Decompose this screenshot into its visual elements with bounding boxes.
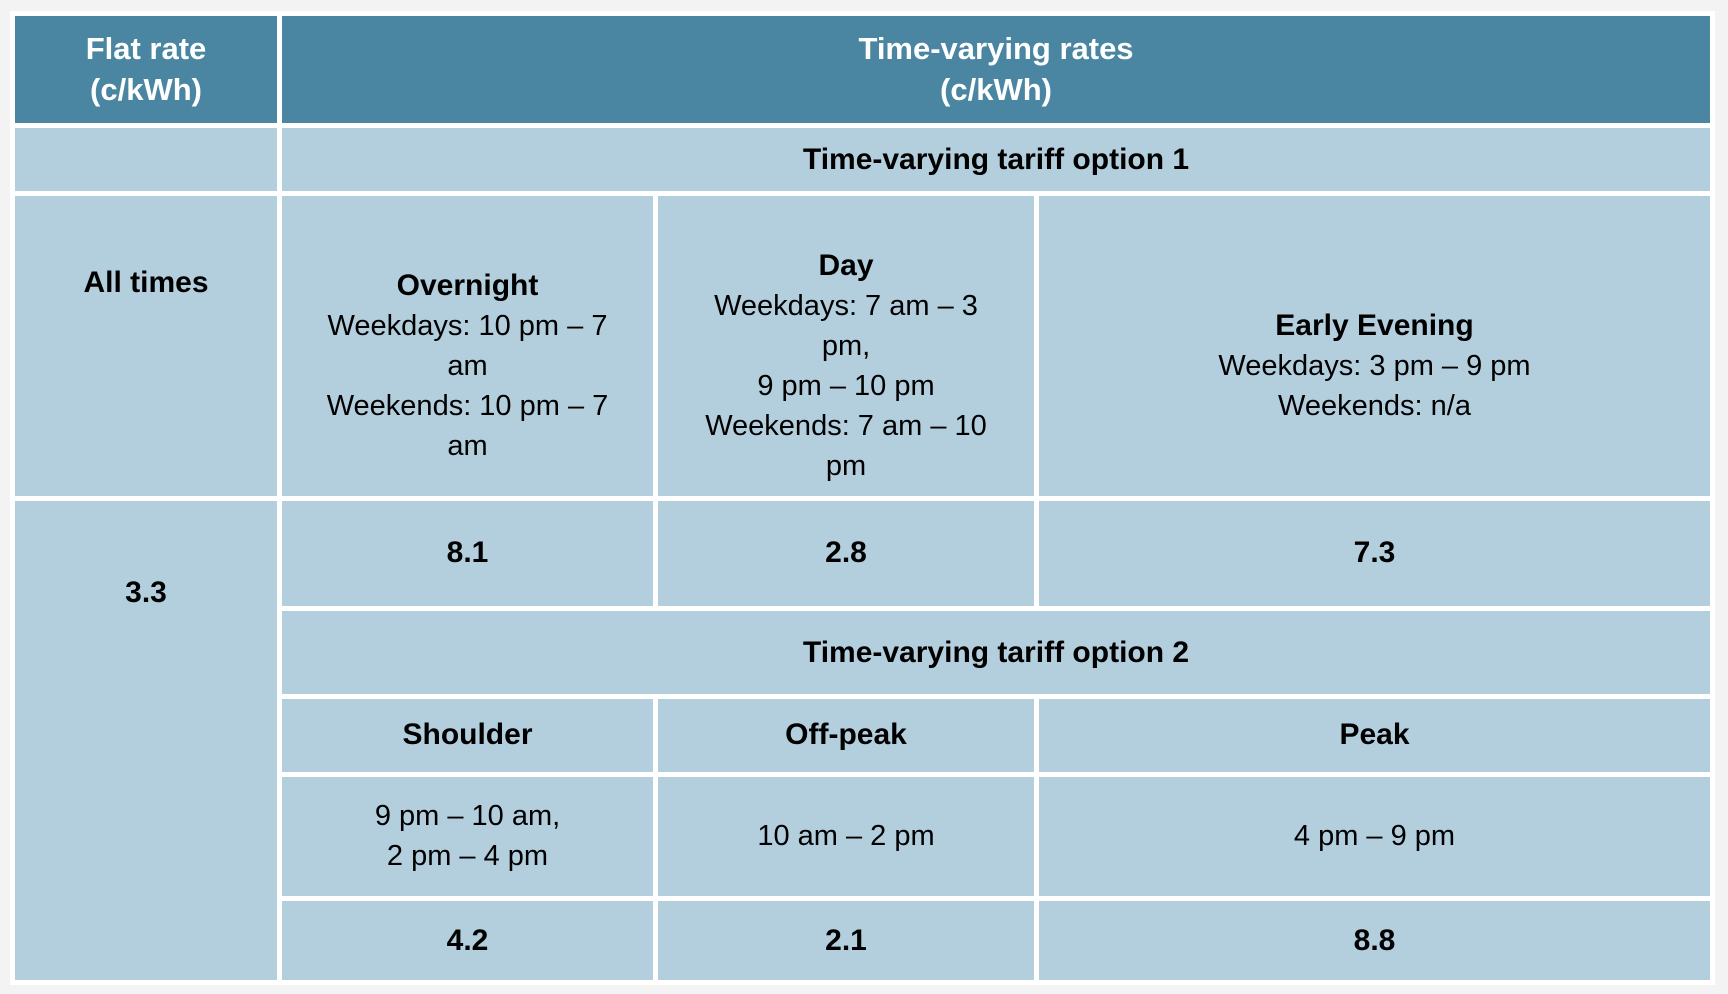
shoulder-period-times: 9 pm – 10 am, 2 pm – 4 pm (282, 776, 653, 896)
early-evening-period-times: Weekdays: 3 pm – 9 pm Weekends: n/a (1218, 350, 1531, 423)
peak-rate-value: 8.8 (1039, 901, 1710, 980)
peak-period-times: 4 pm – 9 pm (1039, 776, 1710, 896)
option1-title-row: Time-varying tariff option 1 (15, 128, 1710, 191)
shoulder-period-cell: Shoulder (282, 698, 653, 772)
header-row: Flat rate (c/kWh) Time-varying rates (c/… (15, 16, 1710, 124)
early-evening-period-cell: Early Evening Weekdays: 3 pm – 9 pm Weeke… (1039, 196, 1710, 496)
offpeak-period-times: 10 am – 2 pm (658, 776, 1034, 896)
day-period-name: Day (818, 249, 874, 283)
day-period-times: Weekdays: 7 am – 3 pm, 9 pm – 10 pm Week… (705, 290, 987, 483)
early-evening-rate-value: 7.3 (1039, 500, 1710, 606)
flat-rate-value: 3.3 (125, 575, 167, 609)
overnight-period-cell: Overnight Weekdays: 10 pm – 7 am Weekends… (282, 196, 653, 496)
peak-period-name: Peak (1339, 718, 1410, 752)
option1-title-cell: Time-varying tariff option 1 (282, 128, 1710, 191)
option2-title-row: Time-varying tariff option 2 (15, 610, 1710, 694)
tariff-table: Flat rate (c/kWh) Time-varying rates (c/… (10, 11, 1715, 985)
day-period-cell: Day Weekdays: 7 am – 3 pm, 9 pm – 10 pm W… (658, 196, 1034, 496)
offpeak-period-cell: Off-peak (658, 698, 1034, 772)
flat-rate-value-cell: 3.3 (15, 500, 277, 980)
option2-title-cell: Time-varying tariff option 2 (282, 610, 1710, 694)
all-times-cell: All times (15, 196, 277, 496)
overnight-period-name: Overnight (396, 269, 539, 303)
peak-period-cell: Peak (1039, 698, 1710, 772)
overnight-rate-value: 8.1 (282, 500, 653, 606)
time-varying-rates-header-cell: Time-varying rates (c/kWh) (282, 16, 1710, 124)
offpeak-period-name: Off-peak (785, 718, 907, 752)
early-evening-period-name: Early Evening (1275, 309, 1474, 343)
option2-rates-row: 4.2 2.1 8.8 (15, 901, 1710, 980)
option2-names-row: Shoulder Off-peak Peak (15, 698, 1710, 772)
offpeak-rate-value: 2.1 (658, 901, 1034, 980)
option1-rates-row: 3.3 8.1 2.8 7.3 (15, 500, 1710, 980)
day-rate-value: 2.8 (658, 500, 1034, 606)
shoulder-rate-value: 4.2 (282, 901, 653, 980)
option1-periods-row: All times Overnight Weekdays: 10 pm – 7 a… (15, 196, 1710, 496)
overnight-period-times: Weekdays: 10 pm – 7 am Weekends: 10 pm –… (326, 310, 609, 463)
empty-cell (15, 128, 277, 191)
option2-times-row: 9 pm – 10 am, 2 pm – 4 pm 10 am – 2 pm 4… (15, 776, 1710, 896)
shoulder-period-name: Shoulder (402, 718, 533, 752)
flat-rate-header-cell: Flat rate (c/kWh) (15, 16, 277, 124)
